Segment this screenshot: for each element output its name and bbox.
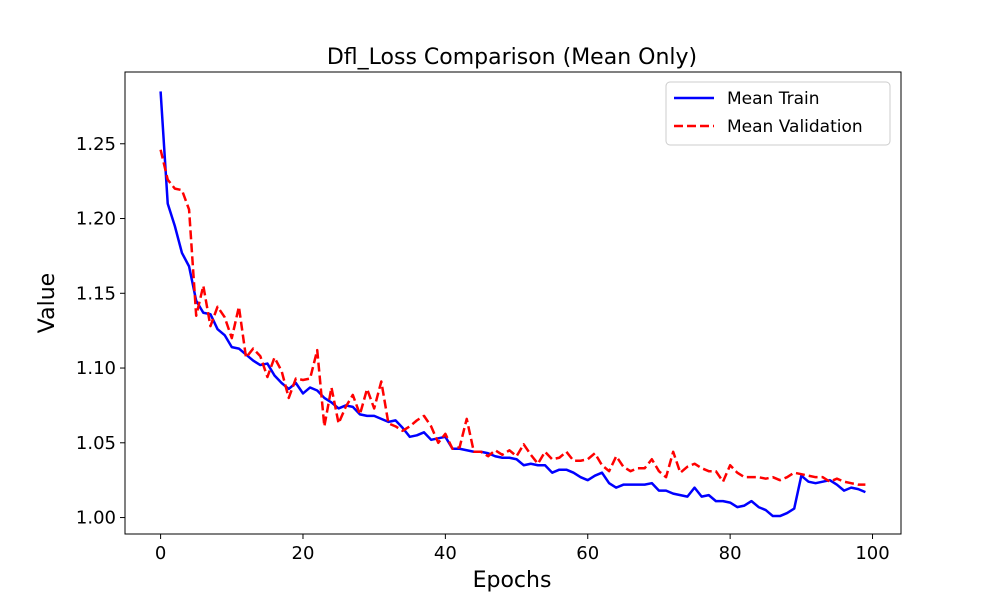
y-tick-label: 1.10 — [76, 358, 116, 379]
x-axis-ticks: 0 20 40 60 80 100 — [155, 534, 890, 564]
legend-label-mean-validation: Mean Validation — [727, 117, 863, 137]
legend-box — [665, 81, 891, 146]
series-line-mean-validation — [159, 149, 866, 486]
x-tick-label: 0 — [155, 543, 166, 564]
y-tick-label: 1.00 — [76, 508, 116, 529]
series-line-mean-train — [159, 91, 866, 518]
axes-frame — [124, 71, 902, 535]
series-layer — [159, 91, 866, 518]
y-tick-label: 1.20 — [76, 209, 116, 230]
legend: Mean Train Mean Validation — [665, 81, 891, 146]
x-tick-label: 80 — [719, 543, 742, 564]
x-tick-label: 40 — [434, 543, 457, 564]
chart-title: Dfl_Loss Comparison (Mean Only) — [327, 45, 697, 70]
x-tick-label: 100 — [855, 543, 889, 564]
x-axis-label: Epochs — [473, 568, 552, 593]
y-axis-ticks: 1.00 1.05 1.10 1.15 1.20 1.25 — [76, 134, 125, 529]
y-axis-label: Value — [35, 273, 60, 333]
y-tick-label: 1.15 — [76, 283, 116, 304]
x-tick-label: 20 — [292, 543, 315, 564]
legend-label-mean-train: Mean Train — [727, 89, 820, 109]
plot-area — [124, 71, 902, 535]
y-tick-label: 1.25 — [76, 134, 116, 155]
x-tick-label: 60 — [576, 543, 599, 564]
y-tick-label: 1.05 — [76, 433, 116, 454]
